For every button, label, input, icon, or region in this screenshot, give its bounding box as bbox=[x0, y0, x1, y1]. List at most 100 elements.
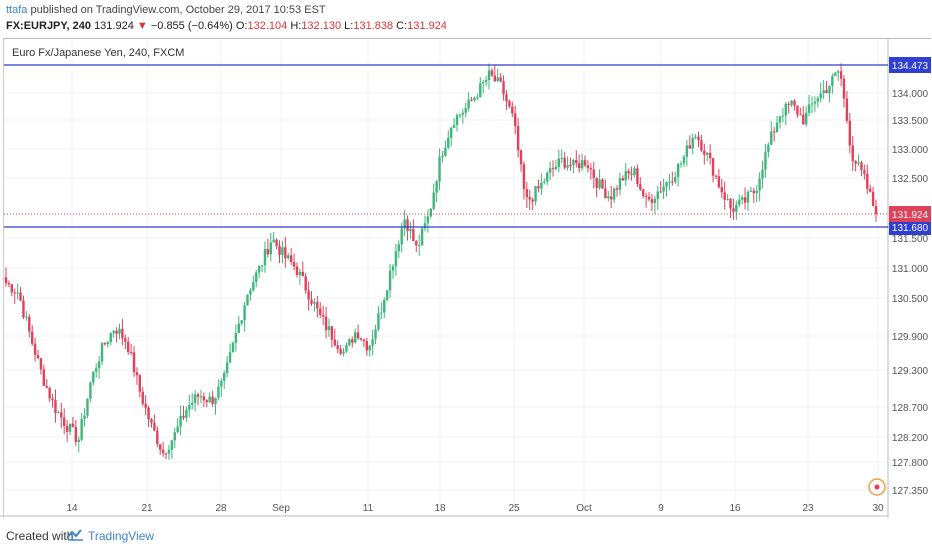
candle-body bbox=[252, 282, 255, 291]
candle-body bbox=[124, 338, 127, 342]
candle-body bbox=[578, 163, 581, 169]
symbol-label: FX:EURJPY bbox=[6, 20, 67, 32]
y-tick-label: 128.200 bbox=[892, 433, 929, 444]
candle-body bbox=[307, 290, 310, 300]
candle-body bbox=[802, 114, 805, 125]
candle-body bbox=[225, 362, 229, 374]
price-tag-support bbox=[889, 219, 931, 235]
candle-body bbox=[537, 186, 540, 189]
candle-body bbox=[636, 168, 639, 185]
candle-body bbox=[546, 172, 549, 182]
candle-body bbox=[25, 316, 28, 318]
candle-body bbox=[630, 173, 633, 175]
candle-body bbox=[432, 192, 435, 209]
tradingview-brand-link[interactable]: TradingView bbox=[88, 529, 155, 543]
candle-body bbox=[726, 199, 729, 201]
candle-body bbox=[513, 113, 517, 127]
candle-body bbox=[819, 93, 822, 99]
chart-frame[interactable] bbox=[3, 38, 931, 518]
candle-body bbox=[685, 145, 689, 157]
candle-body bbox=[351, 339, 354, 343]
candle-body bbox=[316, 302, 319, 309]
candle-body bbox=[339, 348, 342, 354]
candle-body bbox=[839, 71, 843, 79]
candle-body bbox=[668, 181, 671, 183]
candle-body bbox=[333, 339, 336, 346]
candle-body bbox=[868, 188, 872, 192]
candle-body bbox=[383, 299, 386, 313]
change-arrow-icon: ▼ bbox=[136, 20, 148, 32]
candle-body bbox=[313, 302, 316, 304]
candle-body bbox=[761, 169, 764, 179]
candle-body bbox=[164, 453, 168, 455]
candle-body bbox=[170, 440, 174, 450]
candle-body bbox=[572, 159, 575, 166]
candle-body bbox=[269, 242, 272, 255]
candle-body bbox=[519, 150, 523, 165]
price-tag-resistance bbox=[889, 57, 931, 73]
candle-body bbox=[255, 272, 258, 283]
candle-body bbox=[775, 122, 779, 132]
candle-body bbox=[179, 415, 182, 427]
scroll-target-dot-icon bbox=[874, 484, 880, 490]
candle-body bbox=[324, 316, 328, 331]
candle-body bbox=[353, 332, 357, 343]
candle-body bbox=[825, 90, 828, 94]
candle-body bbox=[161, 449, 165, 454]
candle-body bbox=[787, 103, 790, 105]
candle-body bbox=[19, 292, 22, 301]
author-link[interactable]: ttafa bbox=[6, 4, 28, 16]
candle-body bbox=[752, 190, 755, 194]
candle-body bbox=[449, 127, 453, 138]
candle-body bbox=[135, 372, 139, 376]
candle-body bbox=[435, 181, 438, 193]
x-tick-label: 11 bbox=[363, 503, 374, 514]
candle-body bbox=[604, 188, 607, 199]
candle-body bbox=[234, 333, 238, 343]
candle-body bbox=[589, 168, 593, 170]
candle-body bbox=[138, 375, 142, 392]
candle-body bbox=[348, 339, 351, 345]
candle-body bbox=[490, 70, 494, 76]
candle-body bbox=[42, 369, 46, 386]
candle-body bbox=[834, 72, 837, 76]
candle-body bbox=[479, 83, 482, 98]
candle-body bbox=[327, 326, 331, 331]
candle-body bbox=[743, 197, 747, 203]
price-chart[interactable]: 134.473 131.680 131.924 134.000 133.500 133.0… bbox=[0, 38, 932, 524]
candle-body bbox=[508, 101, 511, 107]
candle-body bbox=[185, 409, 188, 418]
candle-body bbox=[359, 338, 363, 340]
candle-body bbox=[583, 160, 587, 166]
candle-body bbox=[394, 251, 398, 267]
candle-body bbox=[633, 168, 636, 175]
candle-body bbox=[429, 208, 433, 217]
candle-body bbox=[16, 292, 19, 294]
candle-body bbox=[30, 331, 34, 344]
candle-body bbox=[700, 140, 703, 151]
candle-body bbox=[499, 77, 502, 82]
candle-body bbox=[71, 423, 75, 427]
candle-body bbox=[188, 404, 191, 410]
candle-body bbox=[444, 147, 447, 156]
candle-body bbox=[694, 136, 697, 138]
candle-body bbox=[260, 265, 264, 267]
candle-body bbox=[505, 94, 508, 102]
candle-body bbox=[377, 313, 380, 330]
candle-body bbox=[828, 85, 831, 94]
candle-body bbox=[374, 329, 377, 340]
candle-body bbox=[28, 316, 31, 332]
candle-body bbox=[493, 75, 497, 82]
y-tick-label: 133.000 bbox=[892, 145, 929, 156]
candle-body bbox=[845, 98, 849, 121]
candle-body bbox=[746, 191, 750, 203]
low-label: L: bbox=[344, 20, 354, 32]
candle-body bbox=[816, 98, 820, 102]
candle-body bbox=[647, 196, 651, 200]
candle-body bbox=[740, 197, 744, 200]
candle-body bbox=[540, 182, 543, 189]
candle-body bbox=[319, 308, 322, 315]
x-tick-label: 9 bbox=[658, 503, 664, 514]
candle-body bbox=[653, 198, 657, 203]
candle-body bbox=[289, 255, 293, 263]
